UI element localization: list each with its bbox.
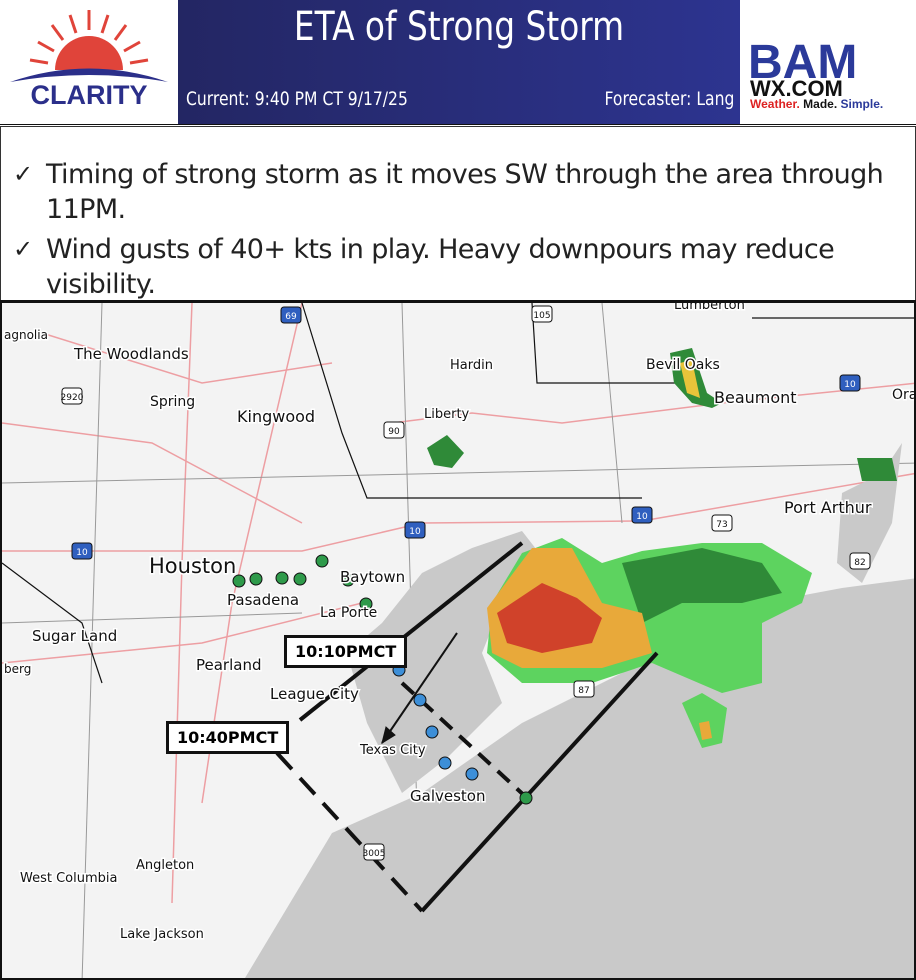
boundaries	[2, 303, 914, 684]
town-marker-blue	[465, 767, 479, 781]
highway-shield-icon: 10	[839, 374, 861, 392]
storm-red	[497, 583, 602, 653]
town-marker-green	[315, 554, 329, 568]
city-label: Bevil Oaks	[646, 357, 720, 373]
city-label: Angleton	[136, 858, 194, 873]
bullet-text: Timing of strong storm as it moves SW th…	[46, 159, 884, 225]
box-edge-west	[275, 751, 424, 913]
highway-shield-icon: 87	[573, 680, 595, 698]
clarity-logo: CLARITY	[0, 0, 178, 124]
svg-text:CLARITY: CLARITY	[31, 80, 148, 110]
city-label: Pasadena	[227, 591, 299, 609]
city-label: Lumberton	[674, 303, 745, 313]
highway-shield-icon: 10	[71, 542, 93, 560]
city-label: The Woodlands	[73, 345, 189, 363]
city-label: Liberty	[424, 407, 470, 422]
current-time: Current: 9:40 PM CT 9/17/25	[186, 88, 408, 110]
highway-shield-icon: 69	[280, 306, 302, 324]
town-marker-green	[293, 572, 307, 586]
city-label: Ora	[892, 387, 916, 403]
svg-text:10: 10	[636, 512, 648, 522]
highway-shield-icon: 3005	[363, 843, 386, 861]
checkmark-icon: ✓	[13, 235, 33, 263]
city-label: Beaumont	[714, 388, 797, 407]
town-marker-green	[232, 574, 246, 588]
storm-liberty	[427, 435, 464, 468]
svg-text:87: 87	[578, 686, 589, 696]
city-label: League City	[270, 685, 359, 703]
highway-shield-icon: 73	[711, 514, 733, 532]
callout-1040: 10:40PMCT	[166, 721, 290, 754]
svg-text:3005: 3005	[363, 849, 386, 859]
town-marker-green	[359, 597, 373, 611]
svg-text:90: 90	[388, 427, 400, 437]
svg-text:73: 73	[716, 520, 727, 530]
svg-text:82: 82	[854, 558, 865, 568]
city-label: Kingwood	[237, 407, 315, 426]
arrowhead-icon	[381, 726, 396, 745]
callout-1010: 10:10PMCT	[284, 635, 408, 668]
bullet-item: ✓ Timing of strong storm as it moves SW t…	[13, 157, 915, 227]
highway-shield-icon: 2920	[61, 387, 84, 405]
radar-map: agnolia The Woodlands Spring Kingwood Hardin…	[0, 300, 916, 980]
bullet-item: ✓ Wind gusts of 40+ kts in play. Heavy do…	[13, 232, 915, 302]
svg-text:WX.COM: WX.COM	[750, 76, 843, 101]
storm-box	[275, 541, 659, 913]
town-marker-green	[249, 572, 263, 586]
storm-darkgreen	[622, 548, 782, 623]
box-edge-south	[420, 651, 659, 913]
forecaster: Forecaster: Lang	[604, 88, 734, 110]
city-label: Sugar Land	[32, 627, 117, 645]
city-label: Baytown	[340, 568, 405, 586]
highway-shield-icon: 10	[404, 521, 426, 539]
sun-icon: CLARITY	[10, 10, 168, 110]
bamwx-logo: BAM WX.COM Weather. Made. Simple.	[740, 0, 916, 124]
svg-text:10: 10	[844, 380, 856, 390]
storm-east	[857, 458, 897, 481]
bullet-text: Wind gusts of 40+ kts in play. Heavy dow…	[46, 234, 835, 300]
highway-shield-icon: 105	[531, 305, 553, 323]
header: CLARITY ETA of Strong Storm Current: 9:4…	[0, 0, 916, 125]
city-label: Spring	[150, 394, 195, 410]
city-label: Houston	[149, 554, 236, 578]
city-label: berg	[4, 662, 31, 676]
city-label: Lake Jackson	[120, 927, 204, 942]
city-label: Texas City	[359, 743, 426, 758]
highway-shield-icon: 90	[383, 421, 405, 439]
town-marker-green	[519, 791, 533, 805]
bullet-list: ✓ Timing of strong storm as it moves SW t…	[0, 126, 916, 301]
city-label: Pearland	[196, 656, 262, 674]
city-label: Hardin	[450, 358, 493, 373]
title-banner: ETA of Strong Storm Current: 9:40 PM CT …	[178, 0, 740, 124]
city-label: La Porte	[320, 605, 377, 621]
svg-text:BAM: BAM	[748, 36, 857, 89]
city-label: Port Arthur	[784, 498, 872, 517]
city-label: agnolia	[4, 328, 48, 342]
box-edge-north	[298, 541, 524, 722]
svg-text:10: 10	[76, 548, 88, 558]
checkmark-icon: ✓	[13, 160, 33, 188]
map-canvas: agnolia The Woodlands Spring Kingwood Hardin…	[2, 303, 916, 978]
svg-text:105: 105	[533, 311, 550, 321]
highway-shield-icon: 10	[631, 506, 653, 524]
highway-shield-icon: 82	[849, 552, 871, 570]
town-marker-blue	[425, 725, 439, 739]
town-marker-blue	[438, 756, 452, 770]
town-marker-green	[341, 573, 355, 587]
motion-arrow	[381, 632, 458, 744]
svg-text:10: 10	[409, 527, 421, 537]
svg-text:2920: 2920	[61, 393, 84, 403]
svg-text:69: 69	[285, 312, 297, 322]
city-label: West Columbia	[20, 871, 117, 886]
town-marker-green	[275, 571, 289, 585]
city-label: Galveston	[410, 787, 485, 805]
storm-cells	[427, 348, 897, 748]
storm-offshore	[682, 693, 727, 748]
town-marker-blue	[413, 693, 427, 707]
svg-text:Weather. Made. Simple.: Weather. Made. Simple.	[750, 97, 883, 111]
page-title: ETA of Strong Storm	[293, 4, 625, 50]
